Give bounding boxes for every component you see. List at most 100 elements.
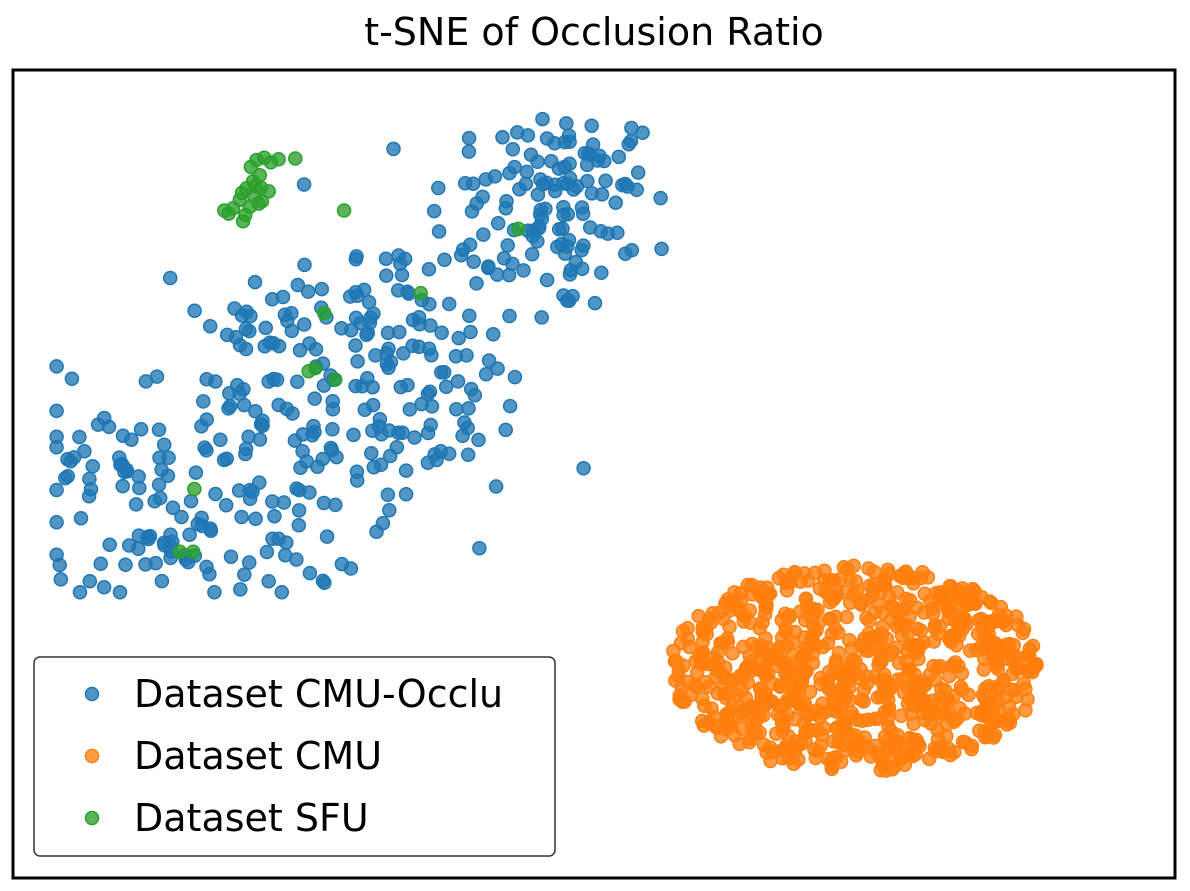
- point-dataset-cmu-occlu: [608, 195, 623, 211]
- point-dataset-cmu-occlu: [152, 490, 168, 506]
- point-dataset-cmu: [718, 721, 734, 737]
- point-dataset-cmu-occlu: [73, 511, 89, 526]
- point-dataset-cmu: [759, 600, 774, 615]
- point-dataset-cmu: [998, 617, 1014, 633]
- point-dataset-cmu-occlu: [407, 430, 422, 445]
- point-dataset-cmu: [898, 591, 914, 607]
- point-dataset-cmu: [1021, 662, 1037, 678]
- point-dataset-cmu-occlu: [587, 295, 603, 311]
- point-dataset-cmu-occlu: [485, 327, 501, 342]
- legend-label: Dataset CMU: [134, 734, 382, 778]
- point-dataset-cmu-occlu: [401, 286, 417, 301]
- legend: Dataset CMU-Occlu Dataset CMU Dataset SFU: [33, 656, 556, 857]
- point-dataset-cmu-occlu: [402, 402, 418, 417]
- scatter-points: [49, 111, 1044, 778]
- point-dataset-cmu-occlu: [560, 293, 575, 308]
- point-dataset-cmu-occlu: [117, 464, 132, 480]
- point-dataset-cmu: [855, 713, 870, 729]
- point-dataset-cmu-occlu: [450, 374, 466, 389]
- point-dataset-cmu-occlu: [498, 422, 513, 438]
- point-dataset-cmu-occlu: [382, 502, 397, 518]
- point-dataset-cmu-occlu: [138, 557, 153, 572]
- point-dataset-cmu-occlu: [505, 142, 521, 157]
- point-dataset-sfu: [308, 360, 323, 376]
- point-dataset-cmu: [1016, 621, 1032, 637]
- point-dataset-cmu: [908, 637, 924, 653]
- point-dataset-cmu-occlu: [316, 378, 332, 393]
- point-dataset-cmu: [961, 687, 976, 703]
- point-dataset-cmu: [836, 560, 852, 575]
- point-dataset-cmu-occlu: [594, 265, 609, 281]
- point-dataset-cmu-occlu: [478, 366, 494, 382]
- point-dataset-cmu-occlu: [598, 173, 613, 189]
- point-dataset-cmu-occlu: [183, 493, 199, 509]
- point-dataset-cmu: [921, 751, 937, 767]
- point-dataset-cmu-occlu: [391, 425, 406, 441]
- point-dataset-cmu: [709, 663, 725, 678]
- point-dataset-cmu-occlu: [182, 527, 197, 542]
- point-dataset-cmu-occlu: [471, 432, 486, 448]
- point-dataset-cmu-occlu: [319, 529, 335, 544]
- point-dataset-cmu-occlu: [49, 403, 64, 419]
- point-dataset-cmu-occlu: [219, 327, 235, 343]
- point-dataset-cmu-occlu: [635, 125, 650, 141]
- point-dataset-cmu: [976, 662, 992, 677]
- point-dataset-cmu: [803, 630, 819, 646]
- point-dataset-cmu: [841, 667, 857, 683]
- point-dataset-cmu: [796, 667, 811, 683]
- point-dataset-cmu-occlu: [131, 541, 146, 557]
- point-dataset-cmu-occlu: [252, 432, 268, 447]
- point-dataset-cmu: [826, 734, 841, 749]
- point-dataset-cmu-occlu: [379, 268, 394, 283]
- point-dataset-cmu-occlu: [222, 398, 238, 414]
- point-dataset-cmu-occlu: [248, 511, 263, 527]
- point-dataset-cmu-occlu: [386, 141, 401, 157]
- point-dataset-cmu-occlu: [315, 573, 331, 589]
- point-dataset-cmu: [848, 574, 864, 589]
- point-dataset-cmu-occlu: [460, 447, 476, 463]
- point-dataset-cmu: [908, 746, 923, 762]
- point-dataset-cmu: [981, 618, 996, 634]
- point-dataset-cmu-occlu: [519, 164, 535, 180]
- point-dataset-cmu-occlu: [535, 111, 550, 127]
- point-dataset-sfu: [413, 285, 428, 301]
- point-dataset-cmu: [823, 755, 839, 770]
- point-dataset-cmu: [875, 619, 890, 634]
- point-dataset-sfu: [243, 159, 259, 175]
- point-dataset-cmu: [780, 692, 795, 708]
- point-dataset-cmu-occlu: [49, 359, 64, 374]
- point-dataset-sfu: [248, 178, 263, 194]
- point-dataset-cmu: [861, 561, 876, 576]
- point-dataset-cmu-occlu: [279, 401, 295, 417]
- point-dataset-cmu: [805, 722, 821, 738]
- point-dataset-cmu: [780, 674, 796, 690]
- point-dataset-cmu-occlu: [300, 284, 316, 299]
- point-dataset-cmu-occlu: [615, 177, 630, 193]
- point-dataset-cmu-occlu: [334, 320, 349, 336]
- point-dataset-cmu-occlu: [229, 378, 245, 393]
- point-dataset-cmu-occlu: [60, 451, 75, 467]
- point-dataset-cmu: [805, 601, 821, 617]
- point-dataset-cmu-occlu: [400, 377, 415, 393]
- point-dataset-cmu: [694, 656, 710, 671]
- point-dataset-cmu-occlu: [584, 186, 600, 201]
- point-dataset-cmu-occlu: [77, 443, 92, 459]
- point-dataset-cmu: [920, 570, 936, 585]
- point-dataset-cmu-occlu: [396, 346, 411, 361]
- point-dataset-cmu-occlu: [502, 398, 518, 414]
- point-dataset-cmu: [899, 653, 914, 669]
- point-dataset-cmu: [867, 605, 882, 620]
- point-dataset-cmu-occlu: [431, 224, 447, 239]
- point-dataset-cmu: [812, 581, 828, 596]
- point-dataset-cmu: [703, 615, 719, 630]
- point-dataset-cmu: [834, 679, 850, 695]
- point-dataset-cmu: [835, 714, 851, 730]
- point-dataset-cmu: [752, 620, 767, 636]
- point-dataset-cmu-occlu: [296, 317, 312, 332]
- point-dataset-cmu-occlu: [101, 419, 117, 435]
- point-dataset-cmu-occlu: [302, 565, 318, 581]
- point-dataset-cmu: [930, 660, 946, 676]
- point-dataset-cmu-occlu: [434, 325, 449, 341]
- point-dataset-cmu-occlu: [499, 193, 514, 209]
- point-dataset-cmu-occlu: [555, 221, 570, 236]
